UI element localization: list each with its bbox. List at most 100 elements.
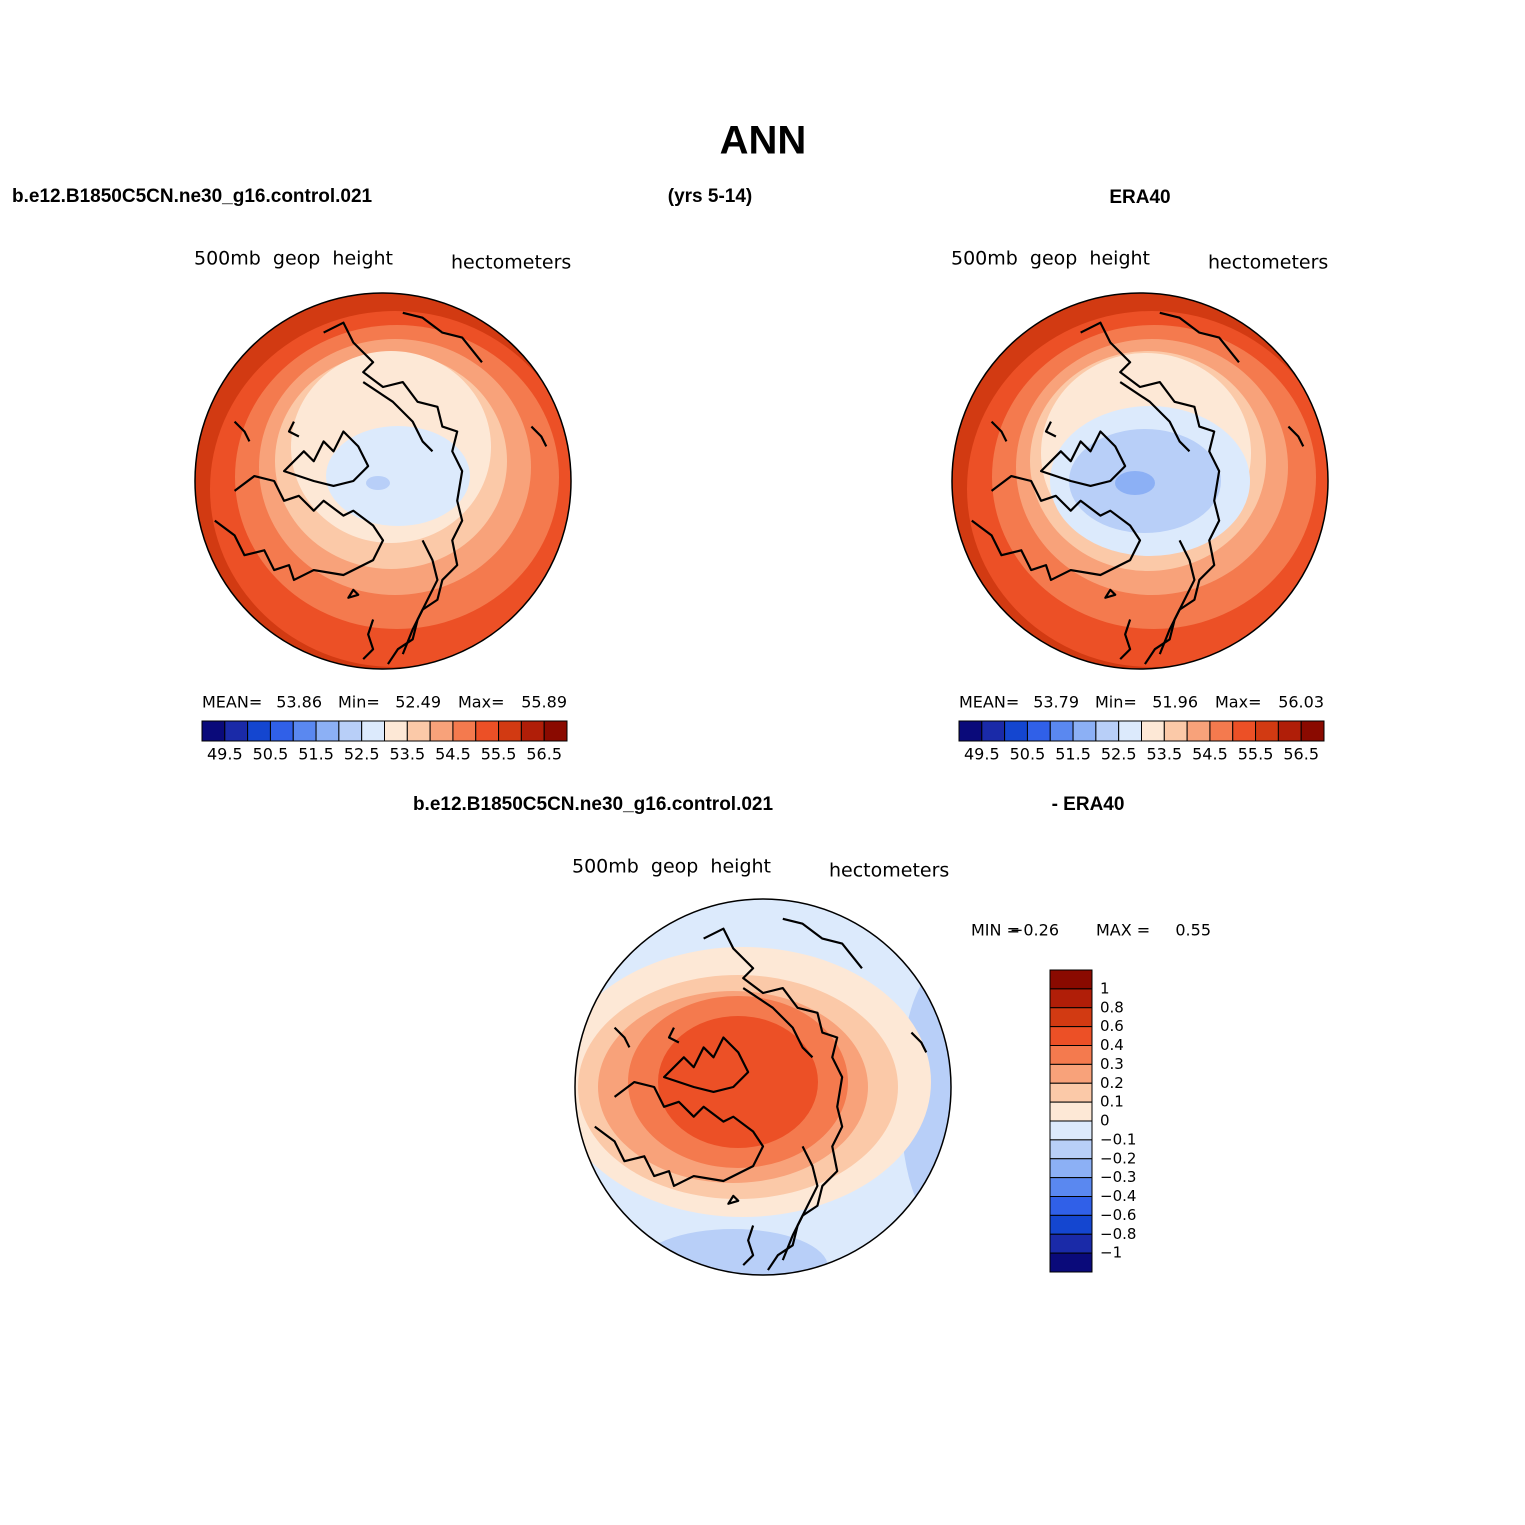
colorbar-label: 49.5 (207, 745, 243, 764)
colorbar-label: −0.1 (1100, 1130, 1136, 1148)
colorbar-box (247, 720, 271, 742)
colorbar-box (429, 720, 454, 742)
case-name: b.e12.B1850C5CN.ne30_g16.control.021 (12, 186, 373, 207)
colorbar-box (1049, 1139, 1093, 1160)
stat-label: MAX = (1096, 921, 1150, 940)
variable-label: 500mb geop height (951, 248, 1150, 270)
contour-fill (900, 972, 951, 1222)
stat-label: Max= (458, 693, 504, 712)
colorbar-box (1232, 720, 1257, 742)
stat-label: MEAN= (959, 693, 1019, 712)
stat-value: 51.96 (1152, 693, 1198, 712)
colorbar-box (1004, 720, 1028, 742)
colorbar-box (1049, 1082, 1093, 1103)
stat-label: Max= (1215, 693, 1261, 712)
colorbar-box (498, 720, 522, 742)
stat-value: 56.03 (1278, 693, 1324, 712)
colorbar-label: −0.8 (1100, 1225, 1136, 1243)
colorbar-box (1049, 1101, 1093, 1122)
colorbar-label: 49.5 (964, 745, 1000, 764)
colorbar-box (1049, 1007, 1093, 1028)
colorbar-box (520, 720, 545, 742)
colorbar-label: −0.4 (1100, 1187, 1136, 1205)
units-label: hectometers (451, 252, 571, 274)
years: (yrs 5-14) (668, 186, 753, 207)
stat-label: Min= (1095, 693, 1137, 712)
map-border (574, 898, 952, 1276)
colorbar-box (1049, 1252, 1093, 1273)
contour-fill (366, 476, 390, 490)
colorbar-box (1072, 720, 1097, 742)
colorbar-label: 56.5 (1283, 745, 1319, 764)
colorbar-box (1300, 720, 1325, 742)
colorbar-box (1163, 720, 1188, 742)
colorbar-label: 51.5 (1055, 745, 1091, 764)
colorbar-label: 54.5 (1192, 745, 1228, 764)
colorbar-box (406, 720, 431, 742)
stat-label: MEAN= (202, 693, 262, 712)
stat-value: 0.55 (1175, 921, 1211, 940)
diff-case-name: b.e12.B1850C5CN.ne30_g16.control.021 (413, 794, 774, 815)
colorbar-box (1049, 1045, 1093, 1065)
colorbar-box (1186, 720, 1211, 742)
colorbar-label: 56.5 (526, 745, 562, 764)
colorbar-box (1049, 969, 1093, 990)
colorbar-box (1026, 720, 1051, 742)
colorbar-box (269, 720, 294, 742)
contour-fill (638, 1229, 828, 1275)
colorbar-box (1049, 1196, 1093, 1216)
stat-value: 55.89 (521, 693, 567, 712)
contour-fill (326, 426, 470, 526)
colorbar-box (1095, 720, 1120, 742)
colorbar-label: −0.3 (1100, 1168, 1136, 1186)
colorbar-label: 0.2 (1100, 1074, 1124, 1092)
colorbar-box (1141, 720, 1165, 742)
colorbar-label: 52.5 (1101, 745, 1137, 764)
variable-label: 500mb geop height (572, 856, 771, 878)
diff-reference-name: - ERA40 (1052, 794, 1125, 815)
colorbar-label: 55.5 (481, 745, 517, 764)
map-border (194, 292, 572, 670)
colorbar-box (452, 720, 477, 742)
colorbar-label: 0.4 (1100, 1036, 1124, 1054)
colorbar-label: 54.5 (435, 745, 471, 764)
colorbar-label: 50.5 (253, 745, 289, 764)
colorbar-box (1049, 1177, 1093, 1197)
colorbar-box (1049, 1158, 1093, 1179)
stat-label: MIN = (971, 921, 1020, 940)
map-border (951, 292, 1329, 670)
stat-value: −0.26 (1010, 921, 1059, 940)
stat-value: 53.86 (276, 693, 322, 712)
reference-name: ERA40 (1109, 187, 1170, 208)
colorbar-label: 0 (1100, 1112, 1110, 1130)
stat-value: 53.79 (1033, 693, 1079, 712)
colorbar-label: 0.1 (1100, 1093, 1124, 1111)
colorbar-box (981, 720, 1006, 742)
colorbar-box (1209, 720, 1234, 742)
stat-value: 52.49 (395, 693, 441, 712)
units-label: hectometers (829, 860, 949, 882)
colorbar-box (292, 720, 317, 742)
colorbar-box (1049, 1063, 1093, 1084)
colorbar-box (1277, 720, 1302, 742)
colorbar-box (1049, 988, 1093, 1009)
colorbar-box (201, 720, 226, 742)
colorbar-box (338, 720, 363, 742)
colorbar-label: 0.6 (1100, 1017, 1124, 1035)
colorbar-box (958, 720, 983, 742)
map (575, 899, 951, 1275)
colorbar-box (1049, 1214, 1093, 1235)
map (952, 293, 1328, 669)
colorbar-label: −0.2 (1100, 1149, 1136, 1167)
colorbar-label: 51.5 (298, 745, 334, 764)
colorbar-label: −1 (1100, 1244, 1122, 1262)
colorbar-label: 55.5 (1238, 745, 1274, 764)
colorbar-box (224, 720, 249, 742)
colorbar-box (384, 720, 408, 742)
variable-label: 500mb geop height (194, 248, 393, 270)
colorbar-label: 50.5 (1010, 745, 1046, 764)
colorbar-label: 0.3 (1100, 1055, 1124, 1073)
colorbar-label: 0.8 (1100, 998, 1124, 1016)
colorbar-box (1049, 720, 1074, 742)
